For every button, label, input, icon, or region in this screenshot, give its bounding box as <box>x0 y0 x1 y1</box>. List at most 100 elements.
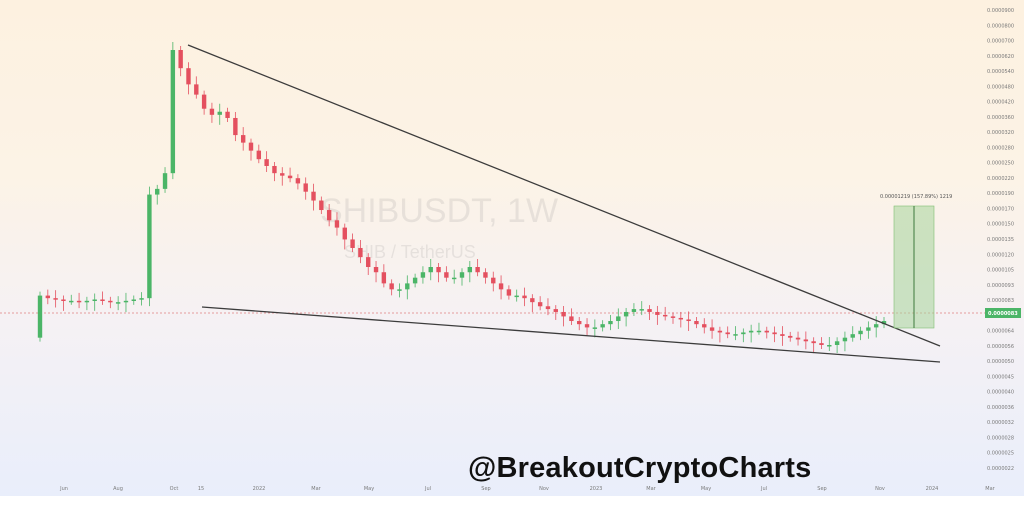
candle-body <box>873 324 879 328</box>
candle-body <box>459 272 465 278</box>
candle-body <box>655 311 660 315</box>
candle-body <box>92 299 97 301</box>
candle-body <box>131 299 136 301</box>
y-tick-label: 0.0000040 <box>987 390 1014 396</box>
upper-trendline <box>187 44 941 347</box>
candle-body <box>498 283 504 290</box>
candle-body <box>788 335 793 338</box>
candle-body <box>217 111 222 115</box>
y-tick-label: 0.0000045 <box>987 374 1014 380</box>
candle-body <box>303 183 308 192</box>
price-chart: SHIBUSDT, 1W SHIB / TetherUS 0.00001219 … <box>0 8 1021 492</box>
candle-body <box>795 337 801 340</box>
candle-body <box>264 159 269 166</box>
candle-body <box>842 337 848 342</box>
candle-body <box>811 341 816 344</box>
y-tick-label: 0.0000105 <box>987 268 1014 274</box>
y-tick-label: 0.0000480 <box>987 84 1014 90</box>
candle-body <box>881 321 887 325</box>
candle-body <box>256 150 262 160</box>
candle-body <box>834 341 840 345</box>
candle-body <box>108 300 113 303</box>
x-tick-label: Sep <box>481 486 490 492</box>
candle-body <box>45 295 51 299</box>
candle-body <box>647 309 652 312</box>
y-tick-label: 0.0000036 <box>987 405 1014 411</box>
candle-body <box>444 272 449 278</box>
candle-body <box>287 175 293 179</box>
candle-body <box>717 330 723 333</box>
candle-body <box>623 311 629 317</box>
candle-body <box>662 314 668 317</box>
candle-body <box>686 319 691 322</box>
candle-body <box>170 50 176 174</box>
candle-body <box>311 191 316 201</box>
candle-body <box>725 332 730 335</box>
candle-body <box>506 289 512 296</box>
candle-body <box>436 267 441 273</box>
candle-body <box>561 311 566 317</box>
y-tick-label: 0.0000170 <box>987 206 1014 212</box>
candle-body <box>366 257 371 268</box>
y-tick-label: 0.0000064 <box>987 329 1014 335</box>
candle-body <box>178 50 183 69</box>
x-tick-label: Jul <box>760 486 767 492</box>
candle-body <box>319 200 324 211</box>
y-tick-label: 0.0000800 <box>987 23 1014 29</box>
y-tick-label: 0.0000028 <box>987 435 1014 441</box>
candle-body <box>741 332 746 335</box>
lower-trendline <box>201 306 941 363</box>
candle-body <box>514 295 519 298</box>
candle-body <box>162 173 168 189</box>
brand-handle: @BreakoutCryptoCharts <box>468 452 812 484</box>
candle-body <box>155 188 160 195</box>
y-tick-label: 0.0000250 <box>987 161 1014 167</box>
y-tick-label: 0.0000056 <box>987 344 1014 350</box>
candle-body <box>827 345 832 347</box>
y-tick-label: 0.0000220 <box>987 176 1014 182</box>
candle-body <box>381 272 387 284</box>
x-tick-label: Sep <box>817 486 826 492</box>
y-tick-label: 0.0000050 <box>987 359 1014 365</box>
x-tick-label: Mar <box>985 486 995 492</box>
candle-body <box>866 327 871 331</box>
candle-body <box>233 117 238 136</box>
candle-body <box>850 334 855 338</box>
y-tick-label: 0.0000083 <box>987 298 1014 304</box>
candle-body <box>37 295 43 338</box>
candle-body <box>326 210 332 221</box>
candle-body <box>358 247 363 258</box>
candle-body <box>194 84 199 95</box>
candle-body <box>467 267 473 273</box>
candle-body <box>584 324 590 328</box>
x-tick-label: Aug <box>113 486 123 492</box>
current-price-badge <box>985 308 1021 318</box>
candle-body <box>61 299 66 301</box>
candle-body <box>201 94 207 109</box>
candle-body <box>491 277 496 284</box>
candle-body <box>702 324 707 328</box>
candle-body <box>592 327 598 329</box>
candle-body <box>147 194 152 299</box>
y-tick-label: 0.0000032 <box>987 420 1014 426</box>
candle-body <box>545 306 551 310</box>
y-tick-label: 0.0000025 <box>987 451 1014 457</box>
candle-body <box>412 277 418 284</box>
candle-body <box>240 135 246 143</box>
candle-body <box>248 142 254 151</box>
candle-body <box>670 316 676 318</box>
candle-body <box>53 298 58 300</box>
candle-body <box>350 239 355 248</box>
candle-body <box>748 330 754 333</box>
y-tick-label: 0.0000190 <box>987 191 1014 197</box>
current-price-label: 0.0000083 <box>988 311 1018 317</box>
candle-body <box>209 108 215 115</box>
candle-body <box>139 298 144 300</box>
candle-body <box>616 316 621 322</box>
candle-body <box>280 173 285 176</box>
x-tick-label: Nov <box>875 486 885 492</box>
y-tick-label: 0.0000320 <box>987 130 1014 136</box>
candle-body <box>631 309 637 312</box>
candle-body <box>639 309 644 311</box>
y-tick-label: 0.0000120 <box>987 252 1014 258</box>
